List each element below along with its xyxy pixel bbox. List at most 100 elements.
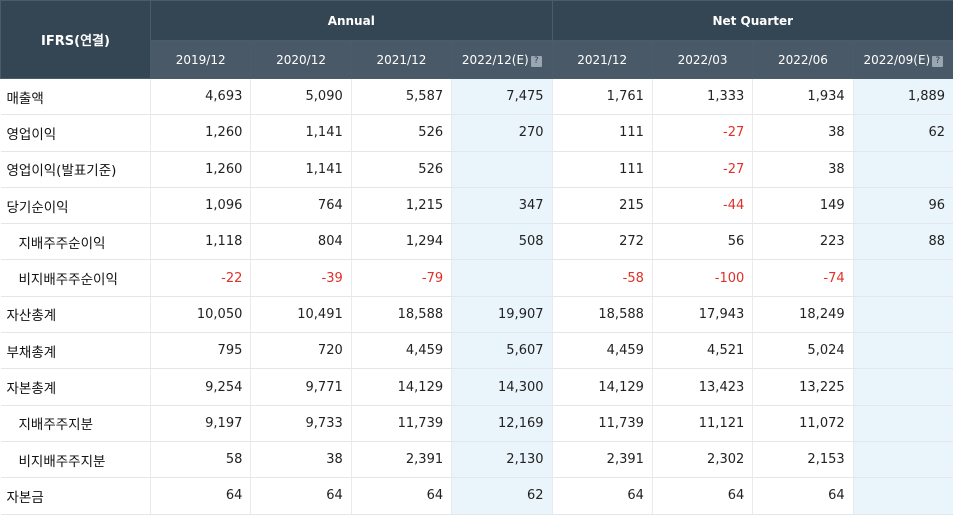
table-cell: 526 [351,151,453,188]
table-cell: 38 [752,151,854,188]
table-row: 비지배주주지분 58 38 2,391 2,130 2,391 2,302 2,153 [0,441,953,479]
table-cell: 64 [250,477,352,515]
table-cell [451,259,553,297]
table-cell: 149 [752,187,854,225]
row-label: 영업이익 [0,114,151,152]
table-cell: 223 [752,223,854,261]
table-cell: 10,050 [150,296,252,334]
table-cell: 5,607 [451,332,553,370]
table-row: 지배주주순이익 1,118 804 1,294 508 272 56 223 88 [0,223,953,261]
table-cell: 7,475 [451,78,553,116]
table-row: 자본총계 9,254 9,771 14,129 14,300 14,129 13,423 13… [0,368,953,406]
table-cell: 64 [552,477,653,515]
column-header-label: 2019/12 [175,52,226,67]
table-cell: 720 [250,332,352,370]
corner-header: IFRS(연결) [0,0,151,79]
table-cell: 64 [752,477,854,515]
table-cell [853,368,953,406]
table-cell: 38 [250,441,352,479]
column-header-row: 2019/12 2020/12 2021/12 2022/12(E)? 2021/12 2… [1,40,953,79]
table-cell: 11,739 [351,405,453,442]
table-cell: 1,096 [150,187,252,225]
column-header: 2022/03 [651,40,754,79]
row-label: 지배주주순이익 [0,223,151,261]
table-cell: 1,118 [150,223,252,261]
column-header-label: 2022/12(E) [461,52,529,67]
table-cell: 111 [552,114,653,152]
table-row: 자본금 64 64 64 62 64 64 64 [0,477,953,515]
table-cell: 9,771 [250,368,352,406]
table-cell: 13,423 [652,368,754,406]
table-cell: -79 [351,259,453,297]
table-cell: 58 [150,441,252,479]
row-label: 당기순이익 [0,187,151,225]
table-cell: 38 [752,114,854,152]
table-cell: 1,934 [752,78,854,116]
row-label: 자산총계 [0,296,151,334]
table-cell: 2,130 [451,441,553,479]
table-cell [853,477,953,515]
table-cell: 1,889 [853,78,953,116]
column-header-label: 2022/06 [778,52,828,67]
table-cell: -39 [250,259,352,297]
column-header: 2019/12 [149,40,252,79]
table-cell: 5,587 [351,78,453,116]
table-cell: 1,333 [652,78,754,116]
table-row: 비지배주주순이익 -22 -39 -79 -58 -100 -74 [0,259,953,297]
table-cell [451,151,553,188]
table-cell: 2,391 [351,441,453,479]
table-cell: 2,302 [652,441,754,479]
table-cell: 12,169 [451,405,553,442]
table-cell [853,151,953,188]
table-cell [853,259,953,297]
table-cell: 1,260 [150,114,252,152]
table-cell: 2,153 [752,441,854,479]
table-cell: 9,733 [250,405,352,442]
table-cell: 111 [552,151,653,188]
help-icon[interactable]: ? [932,55,944,67]
table-cell: 1,294 [351,223,453,261]
column-header: 2021/12 [350,40,453,79]
column-header: 2021/12 [551,40,653,79]
table-cell: 62 [853,114,953,152]
table-cell [853,405,953,442]
table-row: 지배주주지분 9,197 9,733 11,739 12,169 11,739 11,121… [0,405,953,442]
table-cell: 4,693 [150,78,252,116]
table-cell: 11,072 [752,405,854,442]
table-cell: 18,249 [752,296,854,334]
table-cell: 1,215 [351,187,453,225]
table-cell: 5,024 [752,332,854,370]
row-label: 자본금 [0,477,151,515]
table-cell: 56 [652,223,754,261]
table-cell: 764 [250,187,352,225]
table-row: 당기순이익 1,096 764 1,215 347 215 -44 149 96 [0,187,953,225]
table-cell: 88 [853,223,953,261]
column-header: 2022/06 [752,40,854,79]
table-cell: 9,254 [150,368,252,406]
table-cell: 526 [351,114,453,152]
row-label: 매출액 [0,78,151,116]
table-cell: -100 [652,259,754,297]
table-row: 부채총계 795 720 4,459 5,607 4,459 4,521 5,024 [0,332,953,370]
table-cell: 270 [451,114,553,152]
column-header-label: 2022/03 [677,52,728,67]
table-cell: 4,521 [652,332,754,370]
table-cell: 14,300 [451,368,553,406]
table-cell: 5,090 [250,78,352,116]
table-cell: 804 [250,223,352,261]
table-cell: 17,943 [652,296,754,334]
table-row: 영업이익(발표기준) 1,260 1,141 526 111 -27 38 [0,151,953,188]
help-icon[interactable]: ? [530,55,542,67]
table-cell: 18,588 [552,296,653,334]
table-cell: -74 [752,259,854,297]
table-cell: 13,225 [752,368,854,406]
table-cell: 508 [451,223,553,261]
table-cell: 11,121 [652,405,754,442]
table-cell: 4,459 [351,332,453,370]
table-cell: 1,260 [150,151,252,188]
group-header-net-quarter: Net Quarter [551,0,953,41]
table-cell: 272 [552,223,653,261]
table-cell: -27 [652,114,754,152]
table-cell: 1,141 [250,151,352,188]
